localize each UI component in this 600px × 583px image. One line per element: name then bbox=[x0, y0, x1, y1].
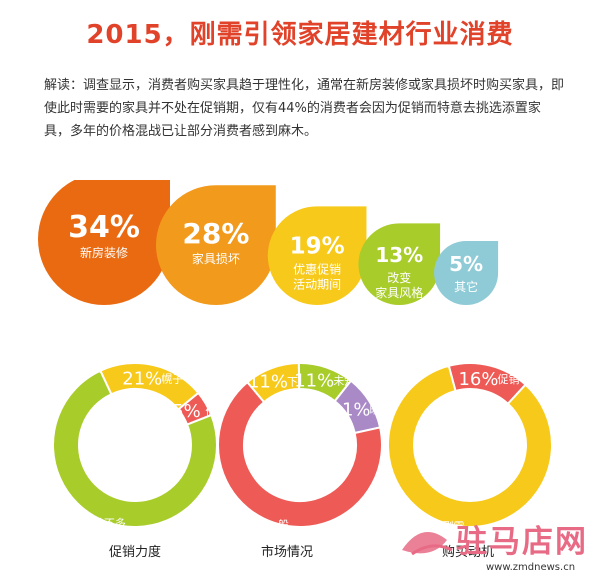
donut-category-label: 一般 bbox=[267, 518, 289, 531]
drop-shape bbox=[267, 206, 367, 305]
donut-category-label: 差不多 bbox=[93, 516, 126, 530]
drop-category-label: 活动期间 bbox=[293, 278, 341, 292]
donut-购买动机: 16%促销 84% 刚需 bbox=[387, 362, 553, 533]
donut-value-label: 11% bbox=[331, 399, 371, 420]
donut-charts: 21%幌子5% 促销74%差不多11%下降11%未知11%旺盛68%一般16%促销… bbox=[52, 361, 553, 533]
donut-value-label: 11% bbox=[294, 371, 334, 392]
donut-value-label: 16% bbox=[458, 369, 498, 390]
donut-value-label: 84% bbox=[441, 462, 485, 486]
drop-2: 28%家具损坏 bbox=[156, 185, 276, 305]
drop-category-label: 家具损坏 bbox=[192, 251, 240, 266]
donut-caption-market: 市场情况 bbox=[260, 545, 313, 560]
donut-category-label: 旺盛 bbox=[370, 402, 392, 416]
watermark-logo-icon bbox=[402, 532, 453, 556]
drop-category-label: 改变 bbox=[387, 270, 411, 285]
drop-shape bbox=[38, 180, 170, 305]
drop-category-label: 家具风格 bbox=[375, 285, 423, 300]
drop-shape bbox=[434, 241, 499, 305]
donut-slice bbox=[387, 364, 553, 528]
drop-category-label: 优惠促销 bbox=[293, 263, 341, 277]
donut-value-label: 5% bbox=[172, 401, 201, 422]
drop-value-label: 13% bbox=[375, 243, 423, 267]
donut-value-label: 74% bbox=[102, 461, 146, 485]
donut-value-label: 11% bbox=[248, 371, 288, 392]
donut-category-label: 促销 bbox=[497, 372, 519, 386]
donut-caption-promo: 促销力度 bbox=[108, 545, 161, 560]
drop-5: 5% 其它 bbox=[434, 241, 499, 305]
drop-category-label: 其它 bbox=[454, 279, 478, 294]
donut-slice bbox=[52, 369, 218, 528]
drop-value-label: 19% bbox=[290, 234, 345, 260]
intro-text: 解读：调查显示，消费者购买家具趋于理性化，通常在新房装修或家具损坏时购买家具，即… bbox=[44, 78, 565, 139]
drop-shape bbox=[358, 223, 441, 305]
donut-slice bbox=[217, 380, 383, 528]
drop-value-label: 34% bbox=[68, 210, 140, 245]
drop-value-label: 5% bbox=[449, 252, 483, 276]
drop-value-label: 28% bbox=[182, 217, 249, 250]
donut-value-label: 68% bbox=[268, 461, 312, 485]
donut-category-label: 幌子 bbox=[161, 372, 183, 386]
drop-category-label: 新房装修 bbox=[80, 245, 128, 260]
drop-shape bbox=[156, 185, 276, 305]
donut-category-label: 刚需 bbox=[443, 520, 465, 533]
donut-caption-motive: 购买动机 bbox=[441, 545, 494, 560]
page-title: 2015，刚需引领家居建材行业消费 bbox=[86, 20, 514, 50]
drop-1: 34%新房装修 bbox=[38, 180, 170, 305]
watermark-text: 驻马店网 bbox=[456, 524, 588, 560]
donut-value-label: 21% bbox=[122, 369, 162, 390]
watermark-url: www.zmdnews.cn bbox=[486, 562, 576, 573]
